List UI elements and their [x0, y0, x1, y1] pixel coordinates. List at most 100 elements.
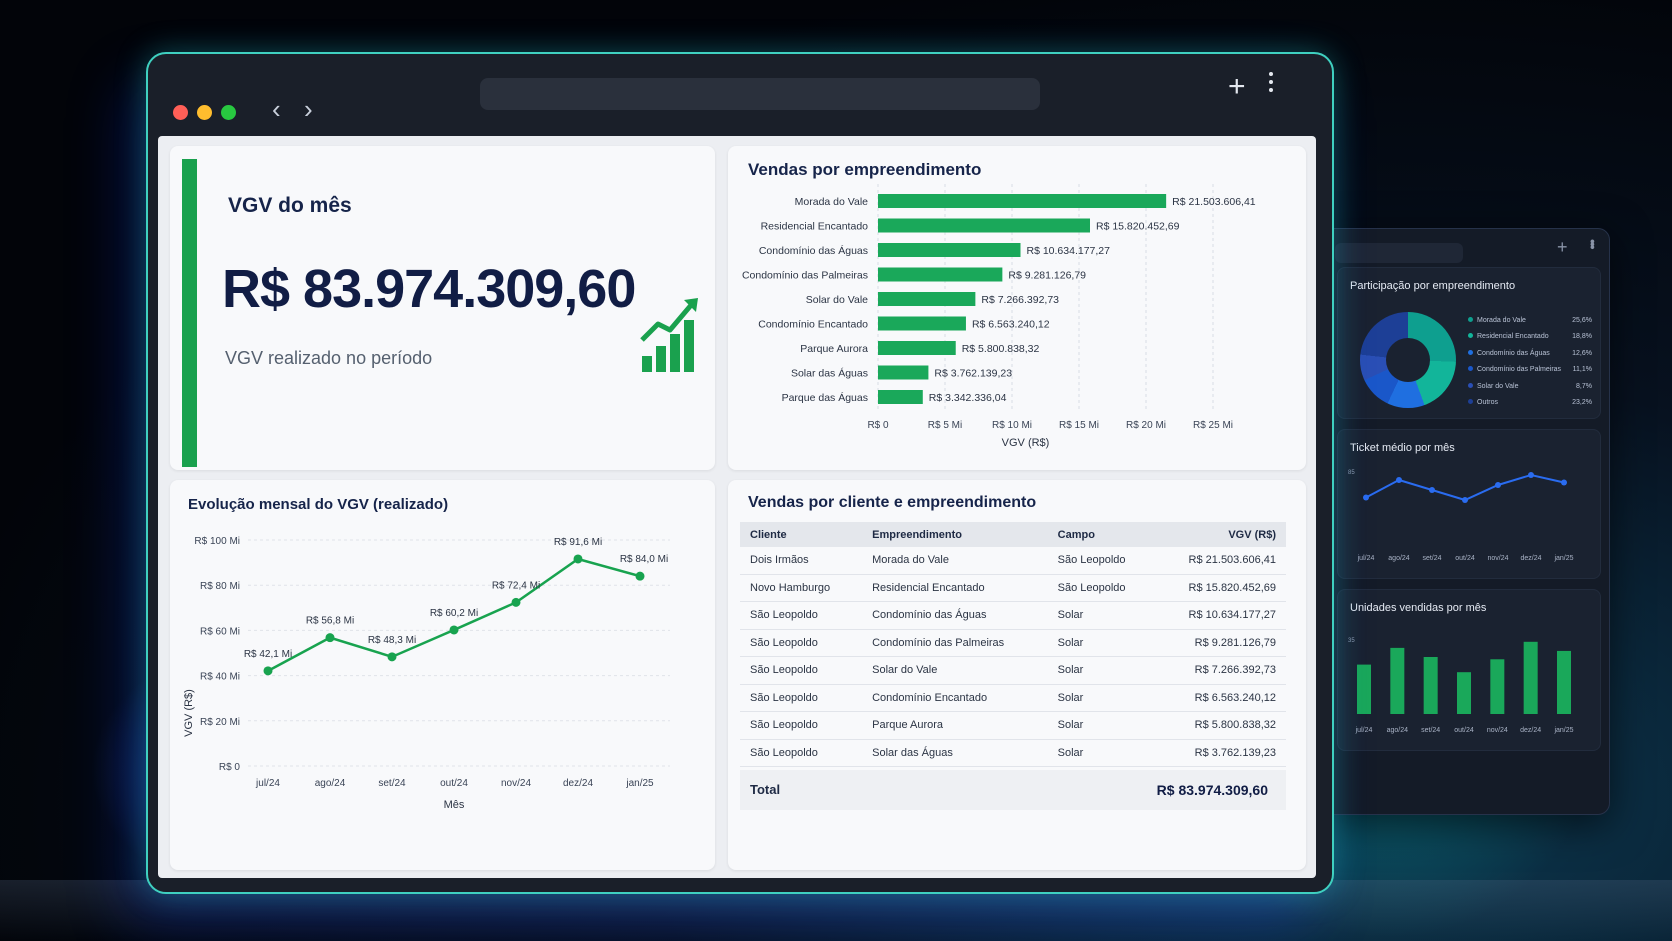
cell-campo: Solar	[1047, 656, 1155, 685]
ticket-x-label: dez/24	[1520, 555, 1541, 562]
legend-label: Residencial Encantado	[1477, 333, 1549, 341]
bar	[878, 243, 1021, 257]
units-x-label: jul/24	[1355, 727, 1373, 734]
legend-item: Outros 23,2%	[1468, 395, 1592, 412]
kpi-card: VGV do mês R$ 83.974.309,60 VGV realizad…	[170, 146, 715, 470]
legend-pct: 18,8%	[1572, 333, 1592, 341]
legend-pct: 8,7%	[1576, 382, 1592, 390]
cell-empreendimento: Morada do Vale	[862, 547, 1048, 575]
table-row[interactable]: Dois Irmãos Morada do Vale São Leopoldo R$ …	[740, 547, 1286, 575]
legend-dot	[1468, 382, 1473, 388]
units-bar	[1390, 647, 1405, 714]
cell-vgv: R$ 7.266.392,73	[1154, 656, 1286, 685]
vgv-data-label: R$ 72,4 Mi	[492, 580, 540, 591]
ticket-card: Ticket médio por mês 85 jul/24 ago/24 set/2…	[1337, 429, 1601, 579]
units-bar	[1557, 650, 1571, 714]
cell-campo: Solar	[1047, 684, 1155, 712]
table-row[interactable]: São Leopoldo Parque Aurora Solar R$ 5.800.8…	[740, 711, 1286, 740]
address-bar[interactable]	[480, 78, 1040, 110]
bar	[878, 218, 1090, 233]
ticket-point	[1561, 479, 1567, 486]
table-row[interactable]: São Leopoldo Condomínio Encantado Solar R$ …	[740, 684, 1286, 712]
vgv-point	[635, 571, 645, 581]
header-cliente[interactable]: Cliente	[740, 522, 863, 547]
secondary-new-tab-icon[interactable]: +	[1557, 237, 1568, 257]
kpi-value: R$ 83.974.309,60	[222, 259, 636, 319]
bar-chart-card: Vendas por empreendimento R$ 0 R$ 5 Mi R$ …	[728, 146, 1306, 470]
y-tick-label: R$ 100 Mi	[194, 536, 240, 547]
kpi-title: VGV do mês	[228, 194, 352, 217]
legend-pct: 23,2%	[1572, 399, 1592, 407]
cell-cliente: São Leopoldo	[740, 684, 863, 712]
header-vgv[interactable]: VGV (R$)	[1154, 522, 1286, 547]
ticket-x-label: ago/24	[1388, 555, 1410, 562]
header-campo[interactable]: Campo	[1047, 522, 1155, 547]
cell-empreendimento: Parque Aurora	[862, 711, 1048, 740]
legend-item: Condomínio das Águas 12,6%	[1468, 345, 1592, 362]
bar-category-label: Solar das Águas	[791, 367, 868, 380]
back-arrow-icon[interactable]: ‹	[272, 94, 281, 124]
browser-menu-icon[interactable]	[1268, 72, 1274, 96]
vgv-data-label: R$ 91,6 Mi	[554, 537, 602, 548]
cell-empreendimento: Condomínio das Palmeiras	[862, 629, 1048, 657]
table-card: Vendas por cliente e empreendimento Clie…	[728, 480, 1306, 870]
vgv-point	[325, 633, 335, 643]
cell-vgv: R$ 21.503.606,41	[1154, 547, 1286, 575]
browser-window: ‹ › + VGV do mês R$ 83.974.309,60 VGV re…	[146, 52, 1334, 894]
minimize-window-button[interactable]	[197, 105, 212, 120]
y-axis-label: VGV (R$)	[183, 689, 195, 737]
secondary-menu-icon[interactable]: •••	[1585, 239, 1601, 248]
cell-empreendimento: Solar das Águas	[862, 739, 1048, 767]
legend-item: Condomínio das Palmeiras 11,1%	[1468, 362, 1592, 379]
total-label: Total	[750, 782, 781, 797]
legend-item: Solar do Vale 8,7%	[1468, 378, 1592, 395]
y-tick-label: R$ 80 Mi	[200, 581, 240, 592]
legend-dot	[1468, 399, 1473, 405]
forward-arrow-icon[interactable]: ›	[304, 94, 313, 124]
secondary-window: + ••• Participação por empreendimento Mo…	[1318, 228, 1610, 815]
secondary-url-bar[interactable]	[1335, 243, 1463, 263]
vgv-point	[387, 652, 397, 662]
bar-category-label: Solar do Vale	[806, 294, 868, 306]
x-tick-label: nov/24	[501, 778, 531, 789]
cell-campo: São Leopoldo	[1047, 574, 1155, 602]
y-tick-label: R$ 0	[219, 762, 241, 773]
table-row[interactable]: São Leopoldo Solar do Vale Solar R$ 7.266.3…	[740, 656, 1286, 685]
legend-pct: 11,1%	[1572, 366, 1592, 374]
close-window-button[interactable]	[173, 105, 188, 120]
cell-empreendimento: Condomínio Encantado	[862, 684, 1048, 712]
table-row[interactable]: São Leopoldo Condomínio das Águas Solar R$ …	[740, 601, 1286, 630]
cell-cliente: São Leopoldo	[740, 739, 863, 767]
units-bar	[1523, 641, 1538, 714]
legend-item: Residencial Encantado 18,8%	[1468, 329, 1592, 346]
units-x-label: set/24	[1421, 727, 1440, 734]
x-tick-label: set/24	[378, 778, 406, 789]
ticket-point	[1528, 472, 1534, 478]
table-row[interactable]: São Leopoldo Condomínio das Palmeiras Sola…	[740, 629, 1286, 657]
bar-category-label: Condomínio das Águas	[759, 244, 868, 257]
table-header-row: Cliente Empreendimento Campo VGV (R$)	[740, 522, 1286, 547]
x-tick-label: R$ 0	[867, 420, 889, 431]
units-bar	[1423, 657, 1438, 714]
table-row[interactable]: São Leopoldo Solar das Águas Solar R$ 3.762…	[740, 739, 1286, 767]
bar-value-label: R$ 3.762.139,23	[934, 368, 1012, 380]
bar	[878, 390, 923, 404]
bar-category-label: Residencial Encantado	[761, 221, 869, 233]
table-row[interactable]: Novo Hamburgo Residencial Encantado São Le…	[740, 574, 1286, 602]
ticket-y-tick: 85	[1348, 470, 1355, 476]
vgv-point	[511, 597, 521, 607]
vgv-data-label: R$ 42,1 Mi	[244, 649, 292, 660]
ticket-x-label: out/24	[1455, 555, 1475, 562]
units-x-label: dez/24	[1520, 727, 1541, 734]
bar-category-label: Parque das Águas	[782, 391, 868, 404]
bar-value-label: R$ 3.342.336,04	[929, 392, 1007, 404]
legend-dot	[1468, 366, 1473, 372]
x-tick-label: R$ 5 Mi	[928, 420, 962, 431]
header-empreendimento[interactable]: Empreendimento	[862, 522, 1048, 547]
new-tab-icon[interactable]: +	[1228, 70, 1246, 103]
legend-pct: 12,6%	[1572, 349, 1592, 357]
ticket-x-label: jan/25	[1553, 555, 1573, 562]
maximize-window-button[interactable]	[221, 105, 236, 120]
legend-label: Outros	[1477, 399, 1499, 407]
line-chart-title: Evolução mensal do VGV (realizado)	[188, 496, 449, 513]
